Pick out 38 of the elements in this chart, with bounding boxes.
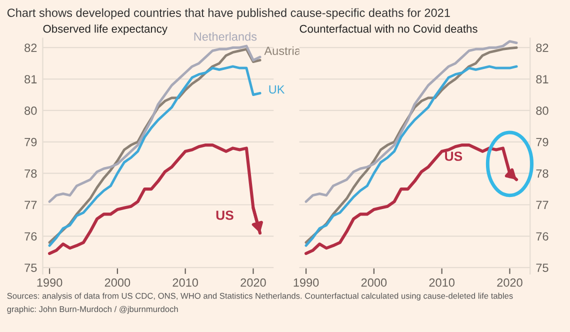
line-series [304,40,518,203]
y-tick-label: 76 [24,232,37,241]
x-tick-label: 2010 [429,278,455,287]
y-tick-label: 80 [24,106,37,115]
y-tick-label: 82 [24,44,37,52]
x-tick-label: 1990 [37,278,62,287]
y-tick-label: 78 [24,169,37,178]
line-series [304,144,518,255]
y-tick-label: 79 [24,138,37,146]
x-tick-label: 1990 [294,278,319,287]
y-tick-label: 80 [536,106,548,115]
legend-label: US [216,210,234,220]
y-tick-label: 75 [24,264,37,272]
x-tick-label: 2000 [104,278,130,287]
x-tick-label: 2000 [361,278,387,287]
chart-title: Observed life expectancy [43,24,168,35]
series-label: US [445,152,462,161]
y-tick-label: 81 [536,75,548,84]
y-tick-label: 81 [24,75,37,84]
y-tick-label: 77 [24,200,37,210]
x-tick-label: 2020 [497,278,522,287]
y-tick-label: 75 [536,264,548,272]
x-tick-label: 2010 [172,278,198,287]
y-tick-label: 77 [536,200,548,210]
y-tick-label: 82 [536,44,548,52]
line-series [48,44,262,203]
y-tick-label: 76 [536,232,548,241]
x-tick-label: 2020 [240,278,266,287]
y-tick-label: 79 [536,138,548,146]
text: graphic: John Burn-Murdoch / @jburnmurdoch [7,306,178,314]
line-series [48,144,262,255]
chart-title: Counterfactual with no Covid deaths [300,24,478,33]
series-label: Austria [264,46,301,56]
y-tick-label: 78 [536,169,548,178]
series-label: Netherlands [194,32,257,41]
text: Chart shows developed countries that have published cause-specific deaths for 2021 [7,8,450,20]
source-note: Sources: analysis of data from US CDC, ONS, WHO and Statistics Netherlands. Counterfactual calculated using cause-deleted life tables [7,292,513,300]
series-label: UK [269,85,285,94]
